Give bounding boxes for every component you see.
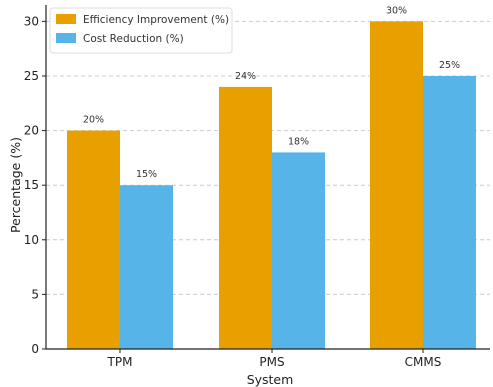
bar-tpm-series-1 [67,130,120,349]
data-label-tpm-series-2: 15% [136,169,157,180]
bar-tpm-series-2 [120,185,173,349]
data-label-pms-series-1: 24% [235,71,256,82]
legend-label-series-1: Efficiency Improvement (%) [83,14,229,26]
legend-box [49,7,233,54]
y-tick-label-30: 30 [24,14,39,28]
x-tick-label-pms: PMS [259,355,284,369]
data-label-tpm-series-1: 20% [83,115,104,126]
bar-pms-series-2 [272,152,325,349]
y-tick-label-20: 20 [24,124,39,138]
y-tick-label-25: 25 [24,69,39,83]
data-label-pms-series-2: 18% [288,136,309,147]
y-axis-title: Percentage (%) [8,137,23,233]
data-label-cmms-series-2: 25% [439,60,460,71]
legend: Efficiency Improvement (%) Cost Reduction… [49,7,233,54]
x-tick-label-cmms: CMMS [405,355,442,369]
y-tick-label-0: 0 [31,342,39,356]
x-axis-title: System [247,372,294,387]
bar-cmms-series-1 [370,21,423,350]
legend-swatch-series-2 [56,33,76,43]
y-tick-label-10: 10 [24,233,39,247]
y-axis-ticks: 0 5 10 15 20 25 30 [24,14,46,356]
x-tick-label-tpm: TPM [107,355,133,369]
legend-label-series-2: Cost Reduction (%) [83,33,184,45]
x-axis-ticks: TPM PMS CMMS [107,349,442,369]
bars [67,21,476,350]
data-label-cmms-series-1: 30% [386,5,407,16]
data-labels: 20% 15% 24% 18% 30% 25% [83,5,460,180]
legend-swatch-series-1 [56,14,76,24]
bar-cmms-series-2 [423,75,476,349]
y-tick-label-5: 5 [31,287,39,301]
y-tick-label-15: 15 [24,178,39,192]
bar-pms-series-1 [219,86,272,350]
